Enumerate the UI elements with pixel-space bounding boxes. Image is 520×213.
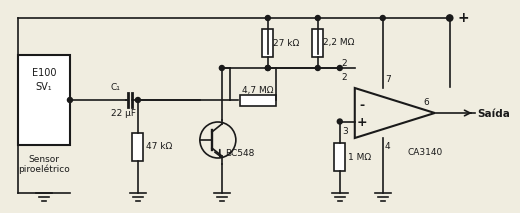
- Circle shape: [337, 119, 342, 124]
- Circle shape: [265, 66, 270, 71]
- Circle shape: [380, 16, 385, 20]
- Text: SV₁: SV₁: [36, 82, 53, 92]
- Text: Sensor: Sensor: [29, 155, 59, 164]
- Text: 1 MΩ: 1 MΩ: [348, 153, 371, 162]
- Text: 6: 6: [424, 98, 430, 107]
- Text: CA3140: CA3140: [407, 148, 443, 157]
- Text: C₁: C₁: [111, 83, 121, 92]
- Text: 2: 2: [342, 73, 347, 82]
- Text: 2: 2: [342, 59, 347, 68]
- Circle shape: [315, 16, 320, 20]
- Text: +: +: [458, 11, 470, 25]
- Text: BC548: BC548: [225, 150, 254, 158]
- FancyBboxPatch shape: [240, 95, 276, 105]
- Text: 2,2 MΩ: 2,2 MΩ: [323, 39, 354, 47]
- FancyBboxPatch shape: [133, 132, 144, 161]
- Text: 22 μF: 22 μF: [111, 109, 136, 118]
- FancyBboxPatch shape: [18, 55, 70, 145]
- Circle shape: [265, 66, 270, 71]
- Circle shape: [337, 66, 342, 71]
- Circle shape: [265, 16, 270, 20]
- Circle shape: [68, 98, 72, 102]
- Circle shape: [447, 16, 452, 20]
- Circle shape: [135, 98, 140, 102]
- Text: piroelétrico: piroelétrico: [18, 165, 70, 174]
- Text: 27 kΩ: 27 kΩ: [273, 39, 299, 47]
- Text: 4: 4: [385, 142, 391, 151]
- Text: 4,7 MΩ: 4,7 MΩ: [242, 85, 274, 95]
- Text: +: +: [357, 116, 367, 129]
- Text: 3: 3: [342, 127, 347, 135]
- FancyBboxPatch shape: [313, 29, 323, 57]
- Text: E100: E100: [32, 68, 56, 78]
- Text: Saída: Saída: [478, 109, 511, 119]
- Circle shape: [315, 66, 320, 71]
- Circle shape: [219, 66, 224, 71]
- FancyBboxPatch shape: [262, 29, 274, 57]
- Circle shape: [447, 16, 452, 20]
- FancyBboxPatch shape: [334, 143, 345, 171]
- Text: 47 kΩ: 47 kΩ: [146, 142, 172, 151]
- Text: 7: 7: [385, 75, 391, 84]
- Text: -: -: [359, 99, 365, 112]
